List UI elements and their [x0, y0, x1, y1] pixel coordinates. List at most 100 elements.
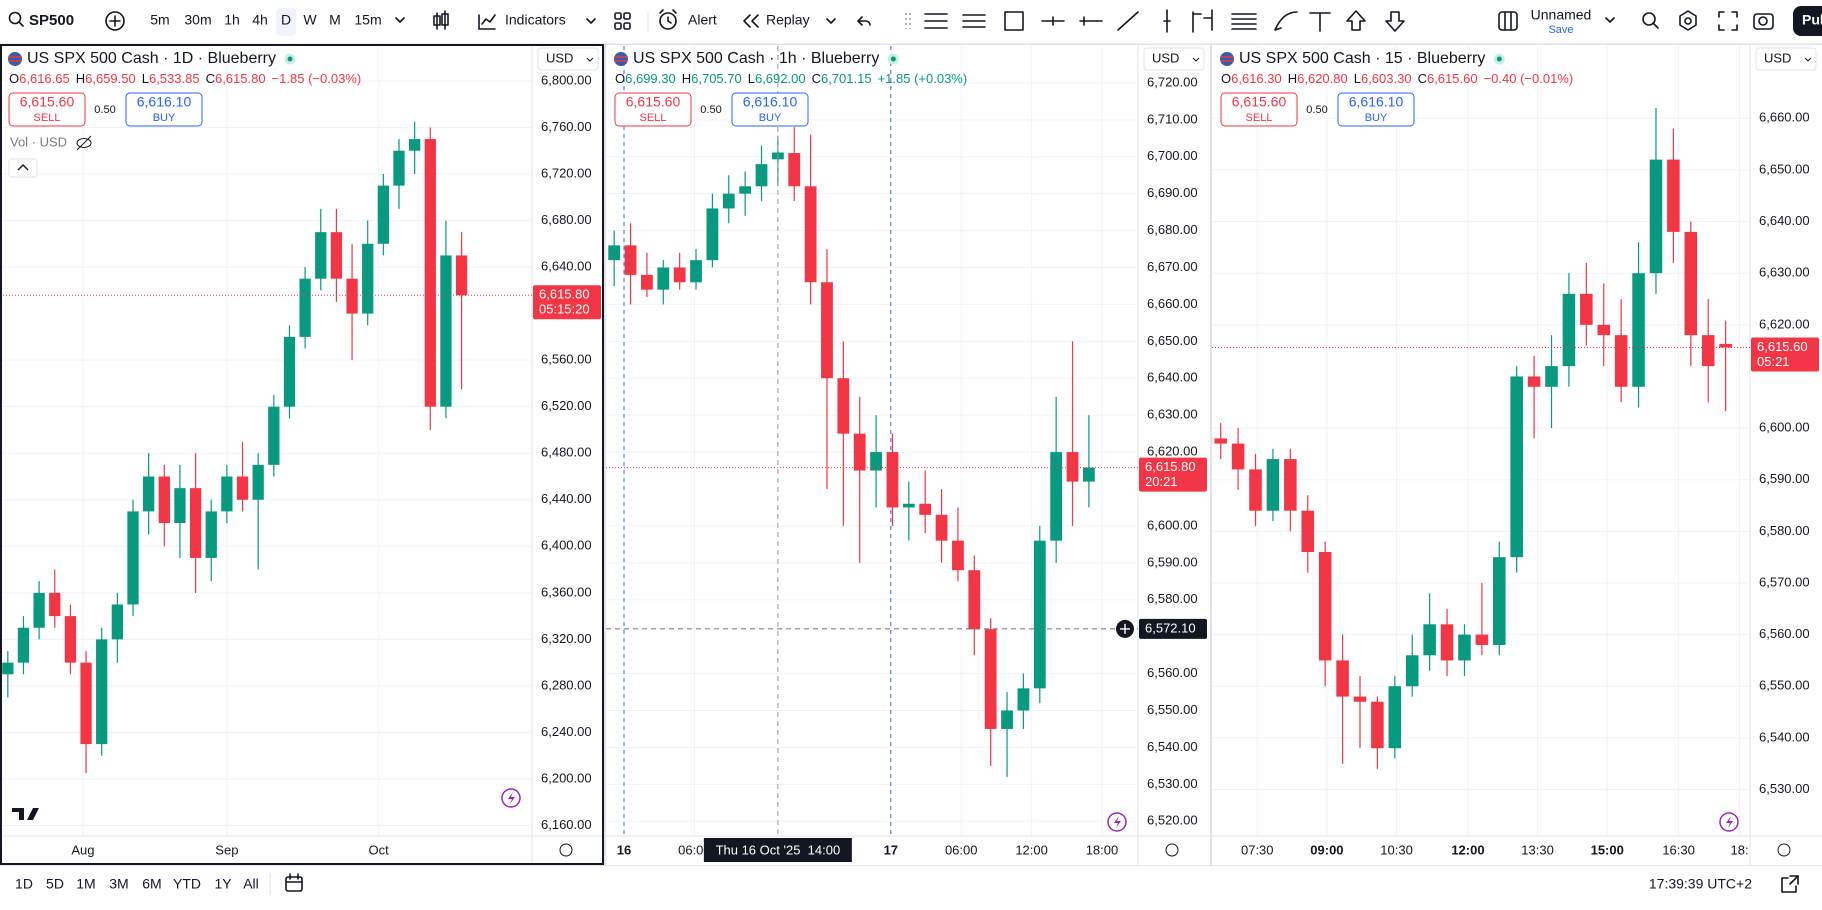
pane-title[interactable]: US SPX 500 Cash · 15 · Blueberry: [1239, 50, 1485, 67]
ohlc-key: C: [206, 71, 215, 86]
tool-icon[interactable]: [1385, 11, 1405, 32]
range-button[interactable]: 3M: [109, 876, 128, 892]
layouts-button[interactable]: [614, 12, 631, 30]
flag-stripes: [1221, 56, 1233, 62]
tool-icon[interactable]: [962, 14, 986, 28]
grid-icon: [614, 22, 622, 30]
last-price-label: 6,615.80: [1145, 459, 1196, 474]
settings-icon[interactable]: [1777, 843, 1791, 857]
tool-icon[interactable]: [1117, 11, 1139, 31]
maximize-button[interactable]: [1781, 875, 1799, 893]
tool-icon[interactable]: [1163, 9, 1171, 33]
chart-type-button[interactable]: [433, 10, 449, 30]
sell-button[interactable]: [1220, 92, 1298, 127]
sell-button[interactable]: [8, 92, 86, 127]
calendar-button[interactable]: [285, 873, 303, 892]
tool-icon[interactable]: [924, 13, 948, 29]
interval-button[interactable]: D: [281, 12, 291, 28]
interval-button[interactable]: 15m: [354, 12, 381, 28]
indicators-button[interactable]: Indicators: [478, 12, 596, 30]
interval-button[interactable]: 5m: [150, 12, 169, 28]
hide-icon[interactable]: [76, 138, 92, 148]
replay-label: Replay: [766, 12, 810, 28]
zoom-icon: [1652, 22, 1659, 29]
interval-button[interactable]: 4h: [252, 12, 268, 28]
range-button[interactable]: All: [243, 876, 259, 892]
tool-icon[interactable]: [1079, 16, 1103, 26]
price-tick-label: 6,530.00: [1759, 781, 1810, 796]
tool-icon[interactable]: [1231, 13, 1257, 30]
collapse-button[interactable]: [8, 158, 38, 178]
buy-button[interactable]: [1337, 92, 1415, 127]
sell-price: 6,615.60: [1232, 94, 1287, 110]
price-tick-label: 6,600.00: [1147, 517, 1198, 532]
fullscreen-icon[interactable]: [1718, 11, 1738, 31]
crosshair-price-tag: [1139, 618, 1207, 639]
replay-button[interactable]: Replay: [743, 12, 836, 28]
tool-icon[interactable]: [1004, 11, 1024, 31]
ohlc-key: L: [748, 71, 755, 86]
currency-box[interactable]: [537, 47, 599, 71]
layout-menu[interactable]: Unnamed Save: [1531, 7, 1615, 36]
pane-title[interactable]: US SPX 500 Cash · 1h · Blueberry: [633, 50, 879, 67]
interval-button[interactable]: 30m: [184, 12, 211, 28]
buy-button[interactable]: [731, 92, 809, 127]
tool-icon[interactable]: [1346, 10, 1366, 31]
zoom-icon[interactable]: [1642, 12, 1656, 26]
price-tick-label: 6,550.00: [1759, 678, 1810, 693]
last-price-tag: [533, 285, 601, 320]
candle-body: [788, 153, 801, 187]
settings-icon[interactable]: [1165, 843, 1179, 857]
price-tick-label: 6,760.00: [541, 119, 592, 134]
sell-label: SELL: [640, 112, 667, 124]
pane-bg: [606, 45, 1210, 865]
dropdown-arrow: [586, 57, 594, 62]
interval-button[interactable]: 1h: [224, 12, 240, 28]
publish-button[interactable]: Pub: [1793, 6, 1822, 36]
pane-title[interactable]: US SPX 500 Cash · 1D · Blueberry: [27, 50, 276, 67]
price-tick-label: 6,360.00: [541, 584, 592, 599]
ohlc-value: 6,701.15: [821, 71, 872, 86]
tool-icon[interactable]: [1192, 9, 1213, 33]
settings-icon[interactable]: [1679, 10, 1697, 31]
tool-icon[interactable]: [1309, 12, 1331, 32]
ohlc-key: L: [142, 71, 149, 86]
interval-dropdown[interactable]: [395, 17, 405, 23]
price-tick-label: 6,530.00: [1147, 776, 1198, 791]
indicators-label: Indicators: [505, 12, 566, 28]
price-tick-label: 6,640.00: [541, 258, 592, 273]
currency-box[interactable]: [1143, 47, 1205, 71]
candle-body: [17, 627, 30, 663]
candle-body: [722, 193, 735, 209]
last-price-tag: [1751, 337, 1819, 372]
range-button[interactable]: 6M: [142, 876, 161, 892]
buy-button[interactable]: [125, 92, 203, 127]
range-button[interactable]: YTD: [173, 876, 201, 892]
layout-icon[interactable]: [1498, 11, 1518, 31]
currency-box[interactable]: [1755, 47, 1817, 71]
price-tick-label: 6,200.00: [541, 770, 592, 785]
candle-body: [127, 511, 139, 605]
sell-button[interactable]: [614, 92, 692, 127]
tool-icon[interactable]: [1041, 16, 1065, 26]
alert-button[interactable]: Alert: [659, 9, 717, 30]
range-button[interactable]: 5D: [46, 876, 64, 892]
settings-icon[interactable]: [559, 843, 573, 857]
clock: 17:39:39 UTC+2: [1649, 876, 1752, 892]
ohlc-value: 6,699.30: [625, 71, 676, 86]
compare-button[interactable]: [105, 11, 125, 31]
volume-label: Vol · USD: [10, 134, 67, 149]
time-tick-label: 18:00: [1086, 842, 1119, 857]
interval-button[interactable]: W: [303, 12, 317, 28]
range-button[interactable]: 1M: [76, 876, 95, 892]
range-button[interactable]: 1D: [15, 876, 33, 892]
candle-body: [33, 592, 45, 628]
undo-button[interactable]: [857, 16, 871, 26]
sell-label: SELL: [1246, 112, 1273, 124]
range-button[interactable]: 1Y: [214, 876, 232, 892]
camera-icon[interactable]: [1753, 13, 1774, 30]
interval-button[interactable]: M: [329, 12, 341, 28]
ohlc-key: O: [9, 71, 19, 86]
symbol-search[interactable]: SP500: [8, 11, 75, 29]
tool-icon[interactable]: [1274, 11, 1298, 31]
